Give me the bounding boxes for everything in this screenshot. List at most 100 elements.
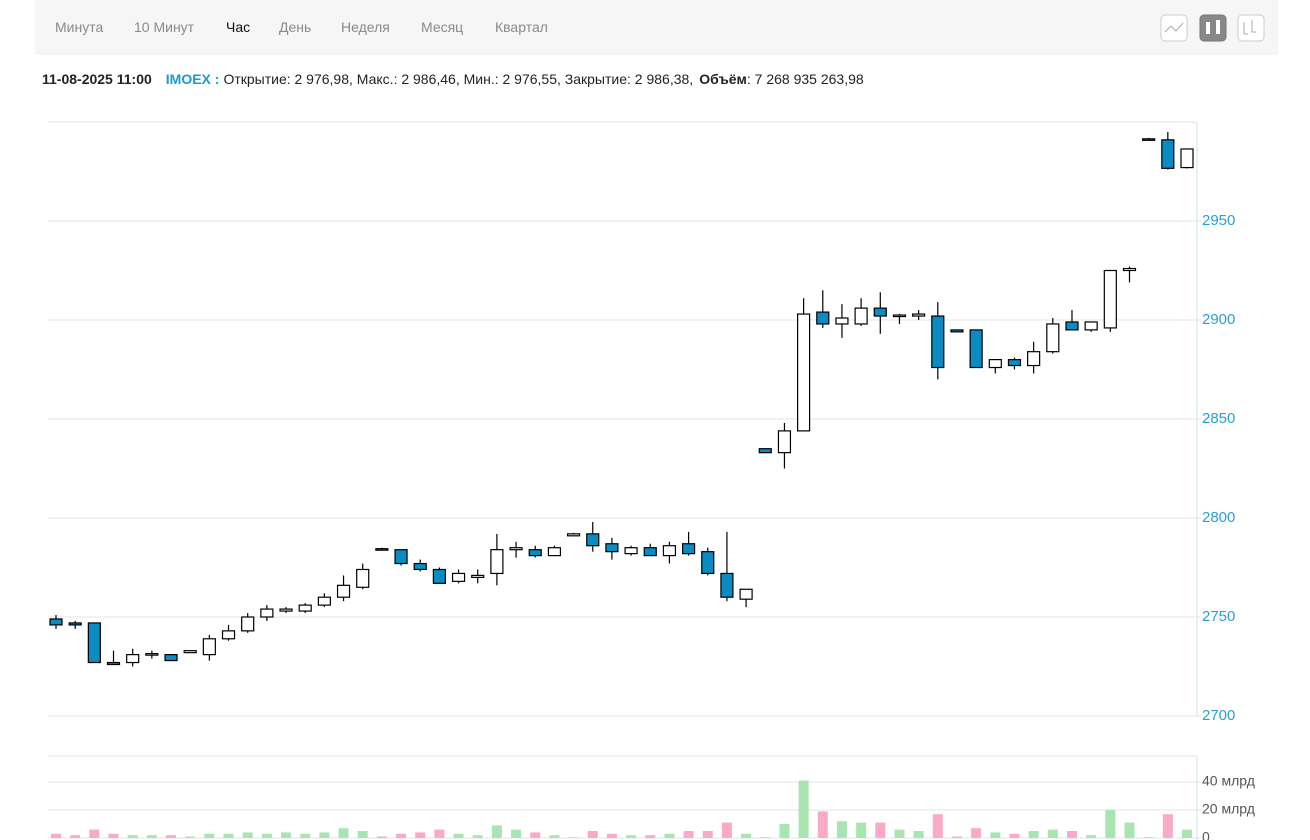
info-text: 11-08-2025 11:00: [42, 71, 152, 87]
candle-body: [931, 315, 945, 369]
candle-body: [490, 549, 504, 575]
volume-bar: [721, 822, 732, 838]
line-icon[interactable]: [1160, 14, 1188, 42]
volume-bar: [357, 831, 368, 838]
volume-bar: [779, 824, 790, 838]
tab[interactable]: Неделя: [341, 19, 390, 35]
price-tick-label: 2700: [1202, 707, 1235, 724]
candle-body: [988, 359, 1002, 369]
candle-body: [183, 650, 197, 654]
price-tick-label: 2900: [1202, 311, 1235, 328]
candle-body: [1027, 351, 1041, 367]
candle-body: [892, 314, 907, 318]
tab[interactable]: Квартал: [495, 19, 548, 35]
volume-bar: [760, 837, 771, 838]
candle-body: [1142, 138, 1156, 141]
candle-body: [471, 574, 485, 578]
candle-body: [394, 549, 408, 565]
candle-body: [701, 551, 715, 575]
candle-body: [106, 661, 121, 666]
tab[interactable]: Минута: [55, 19, 104, 35]
candle-body: [816, 311, 830, 325]
candle-body: [279, 608, 293, 612]
volume-bar: [396, 833, 407, 838]
candle-body: [126, 654, 140, 664]
volume-tick-label: 20 млрд: [1202, 801, 1255, 817]
price-tick-label: 2750: [1202, 608, 1235, 625]
volume-bar: [319, 832, 330, 838]
volume-bar: [1124, 822, 1135, 838]
volume-bar: [281, 832, 292, 838]
info-text: Объём: [699, 71, 747, 87]
candle-body: [202, 638, 216, 656]
price-tick-label: 2850: [1202, 410, 1235, 427]
volume-bar: [626, 835, 637, 838]
volume-bar: [185, 836, 196, 838]
volume-bar: [606, 833, 617, 838]
volume-bar: [300, 833, 311, 838]
volume-bar: [261, 833, 272, 838]
candle-body: [566, 533, 581, 537]
volume-tick-label: 40 млрд: [1202, 773, 1255, 789]
info-text: Открытие: 2 976,98, Макс.: 2 986,46, Мин…: [223, 71, 694, 87]
volume-bar: [1105, 810, 1116, 838]
candle-body: [1103, 269, 1117, 329]
volume-bar: [568, 837, 579, 838]
volume-bar: [89, 829, 100, 838]
price-tick-label: 2950: [1202, 212, 1235, 229]
tab[interactable]: 10 Минут: [134, 19, 195, 35]
candle-body: [375, 548, 389, 551]
volume-bar: [1009, 833, 1020, 838]
candle-body: [758, 448, 772, 454]
candle-body: [298, 604, 312, 612]
volume-bar: [1162, 814, 1173, 838]
volume-bar: [741, 833, 752, 838]
candle-body: [1007, 359, 1022, 367]
volume-bar: [511, 829, 522, 838]
candle-body: [797, 313, 811, 432]
volume-bar: [434, 829, 445, 838]
tab[interactable]: Час: [226, 19, 251, 35]
volume-bar: [645, 835, 656, 838]
volume-bar: [836, 821, 847, 838]
info-line: 11-08-2025 11:00 IMOEX : Открытие: 2 976,9…: [42, 71, 870, 87]
candle-body: [49, 618, 63, 626]
candle-body: [547, 547, 562, 557]
volume-bar: [894, 829, 905, 838]
volume-bar: [664, 833, 675, 838]
volume-bar: [817, 811, 828, 838]
candle-body: [1122, 267, 1137, 272]
tab[interactable]: День: [279, 19, 312, 35]
volume-bar: [1066, 831, 1077, 838]
volume-bar: [587, 831, 598, 838]
volume-bar: [798, 780, 809, 838]
candle-body: [221, 630, 236, 640]
candle-body: [586, 533, 600, 547]
candle-body: [912, 313, 926, 317]
tab[interactable]: Месяц: [421, 19, 464, 35]
volume-bar: [932, 814, 943, 838]
candle-body: [451, 572, 466, 582]
candle-body: [164, 654, 178, 662]
volume-bar: [1047, 829, 1058, 838]
volume-bar: [530, 832, 541, 838]
volume-bar: [875, 822, 886, 838]
candle-body: [777, 430, 792, 454]
candle-body: [643, 547, 657, 557]
volume-bar: [51, 833, 61, 838]
candle-body: [950, 329, 964, 333]
candle-body: [260, 608, 274, 618]
volume-bar: [242, 832, 253, 838]
bar-icon-glyph: [1251, 20, 1256, 33]
bar-icon-glyph: [1243, 22, 1248, 35]
info-text: : 7 268 935 263,98: [746, 71, 864, 87]
candle-body: [720, 572, 734, 598]
volume-bar: [472, 835, 483, 838]
volume-bar: [166, 835, 177, 838]
volume-bar: [1143, 837, 1154, 838]
volume-bar: [1182, 829, 1192, 838]
volume-tick-label: 0: [1202, 829, 1210, 840]
tab-bar: Минута 10 Минут Час День Неделя Месяц Квартал: [35, 0, 1278, 55]
candle-body: [605, 543, 619, 553]
